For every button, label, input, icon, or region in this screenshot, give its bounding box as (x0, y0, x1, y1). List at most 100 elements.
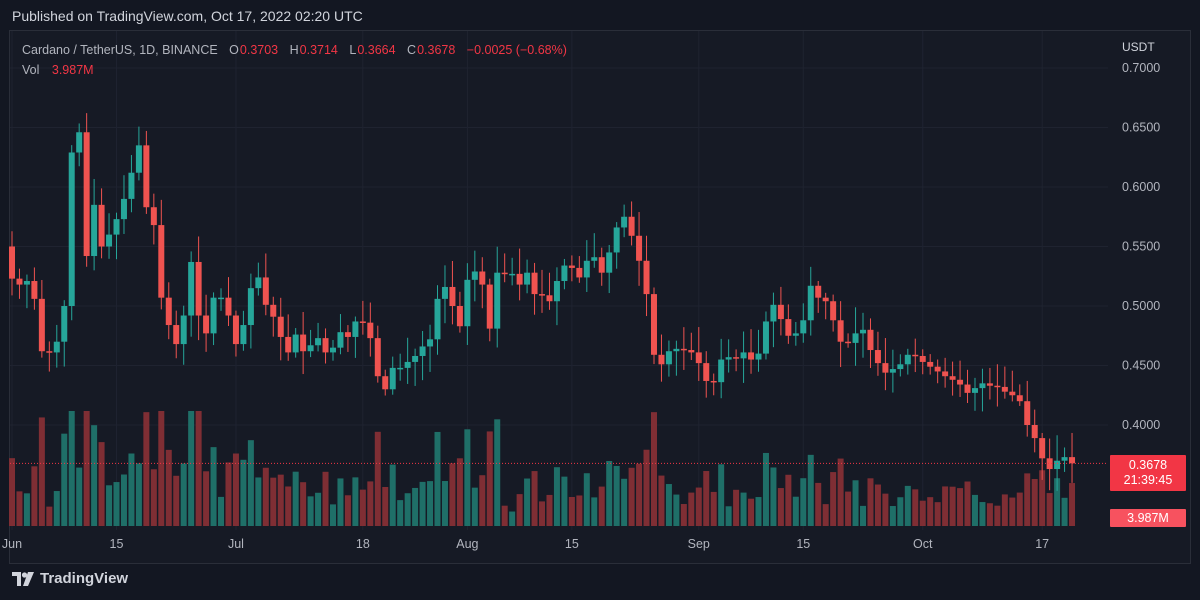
candle-body (329, 347, 336, 353)
volume-bar (680, 504, 687, 526)
candle-body (165, 297, 172, 326)
price-tick-label: 0.5000 (1122, 299, 1160, 313)
volume-bar (106, 485, 113, 526)
candle-body (770, 304, 777, 322)
volume-bars (9, 411, 1076, 526)
candle-body (524, 272, 531, 285)
volume-bar (837, 458, 844, 526)
volume-bar (16, 491, 23, 526)
candle-body (718, 359, 725, 383)
candle-body (53, 341, 60, 353)
candle-body (949, 376, 956, 380)
volume-bar (158, 411, 165, 526)
volume-bar (733, 489, 740, 526)
volume-bar (128, 453, 135, 526)
volume-bar (874, 484, 881, 526)
candle-body (576, 267, 583, 278)
candle-body (61, 306, 68, 342)
volume-bar (927, 497, 934, 526)
candle-body (441, 286, 448, 299)
candle-body (546, 295, 553, 302)
candle-body (315, 338, 322, 346)
volume-bar (621, 478, 628, 526)
candle-body (845, 341, 852, 344)
volume-bar (919, 500, 926, 526)
candle-body (434, 298, 441, 340)
candle-body (486, 284, 493, 329)
volume-bar (725, 506, 732, 526)
candle-body (247, 288, 254, 326)
candle-body (800, 320, 807, 334)
candle-body (904, 354, 911, 365)
candle-body (785, 319, 792, 336)
candle-body (38, 298, 45, 352)
volume-label[interactable]: Vol (22, 63, 40, 77)
volume-bar (792, 496, 799, 526)
candle-body (979, 383, 986, 389)
candle-body (419, 346, 426, 356)
volume-bar (755, 497, 762, 526)
candle-body (464, 279, 471, 327)
candle-body (367, 322, 374, 339)
price-axis[interactable]: 0.7000 0.6500 0.6000 0.5500 0.5000 0.4500 0.40… (1122, 61, 1160, 432)
candle-body (665, 351, 672, 365)
volume-bar (38, 417, 45, 526)
candle-body (1016, 395, 1023, 402)
candle-body (76, 132, 83, 153)
time-tick-label: Jun (2, 537, 22, 551)
symbol-title[interactable]: Cardano / TetherUS, 1D, BINANCE (22, 43, 218, 57)
volume-bar (606, 460, 613, 526)
candle-body (942, 371, 949, 377)
candle-body (837, 320, 844, 342)
candle-body (568, 265, 575, 268)
candle-body (1024, 401, 1031, 425)
low-value: 0.3664 (357, 43, 396, 57)
volume-bar (501, 505, 508, 526)
volume-bar (218, 496, 225, 526)
volume-bar (46, 506, 53, 526)
volume-bar (203, 471, 210, 526)
volume-bar (374, 431, 381, 526)
time-tick-label: Aug (456, 537, 478, 551)
candle-body (897, 364, 904, 370)
currency-label[interactable]: USDT (1122, 40, 1155, 54)
volume-bar (897, 497, 904, 526)
candle-body (397, 367, 404, 370)
candle-body (449, 286, 456, 306)
candle-body (561, 265, 568, 282)
volume-bar (703, 471, 710, 526)
volume-bar (748, 498, 755, 526)
volume-bar (91, 425, 98, 526)
volume-bar (583, 473, 590, 526)
candle-body (919, 355, 926, 362)
candle-body (986, 383, 993, 386)
volume-bar (957, 488, 964, 526)
candle-body (300, 334, 307, 352)
volume-bar (143, 412, 150, 526)
candle-body (143, 145, 150, 208)
candle-body (135, 145, 142, 173)
candle-body (957, 379, 964, 385)
volume-bar (247, 440, 254, 526)
volume-bar (367, 481, 374, 526)
candle-body (31, 281, 38, 299)
time-axis[interactable]: Jun 15 Jul 18 Aug 15 Sep 15 Oct 17 (2, 537, 1049, 551)
volume-bar (397, 500, 404, 526)
volume-bar (867, 478, 874, 526)
candle-body (218, 297, 225, 300)
volume-bar (613, 465, 620, 526)
volume-bar (695, 487, 702, 526)
high-label: H (289, 43, 299, 57)
candle-body (382, 376, 389, 390)
candle-body (755, 353, 762, 360)
tradingview-logo[interactable]: TradingView (12, 570, 128, 587)
candle-body (889, 369, 896, 373)
volume-bar (1039, 470, 1046, 526)
candle-body (971, 388, 978, 393)
volume-bar (434, 431, 441, 526)
volume-bar (509, 511, 516, 526)
volume-bar (441, 481, 448, 526)
volume-bar (471, 487, 478, 526)
volume-bar (382, 487, 389, 526)
